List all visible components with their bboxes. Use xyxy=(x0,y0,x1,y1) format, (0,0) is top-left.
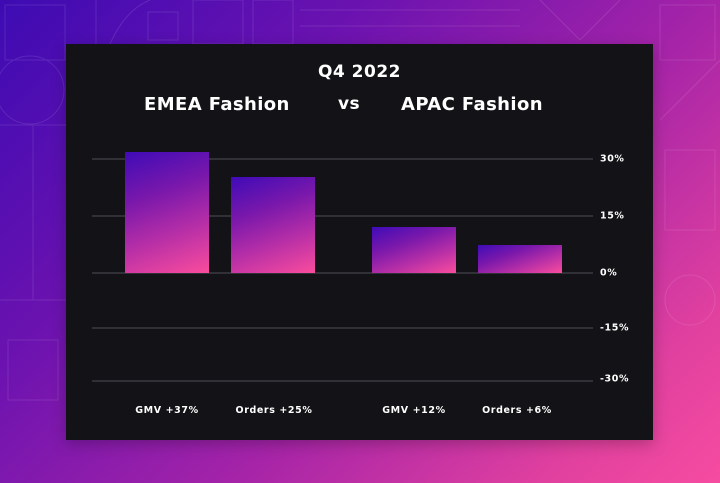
grid-line-30 xyxy=(92,158,593,160)
y-tick-neg15: -15% xyxy=(600,322,630,334)
bar-label-emea-orders: Orders +25% xyxy=(235,405,313,416)
grid-line-15 xyxy=(92,215,593,217)
bar-apac-gmv xyxy=(372,227,456,273)
y-tick-0: 0% xyxy=(600,267,618,279)
y-tick-30: 30% xyxy=(600,153,625,165)
bar-label-emea-gmv: GMV +37% xyxy=(135,405,199,416)
grid-line-neg30 xyxy=(92,380,593,382)
y-tick-neg30: -30% xyxy=(600,373,630,385)
chart-title: Q4 2022 xyxy=(317,62,401,82)
right-region-title: APAC Fashion xyxy=(401,94,543,115)
bar-label-apac-gmv: GMV +12% xyxy=(382,405,446,416)
grid-line-0 xyxy=(92,272,593,274)
bar-label-apac-orders: Orders +6% xyxy=(482,405,552,416)
chart-panel: Q4 2022 EMEA Fashion vs APAC Fashion 30%… xyxy=(66,44,653,440)
y-tick-15: 15% xyxy=(600,210,625,222)
left-region-title: EMEA Fashion xyxy=(144,94,290,115)
bar-apac-orders xyxy=(478,245,562,273)
bar-emea-orders xyxy=(231,177,315,273)
grid-line-neg15 xyxy=(92,327,593,329)
vs-separator: vs xyxy=(338,94,361,114)
bar-emea-gmv xyxy=(125,152,209,273)
